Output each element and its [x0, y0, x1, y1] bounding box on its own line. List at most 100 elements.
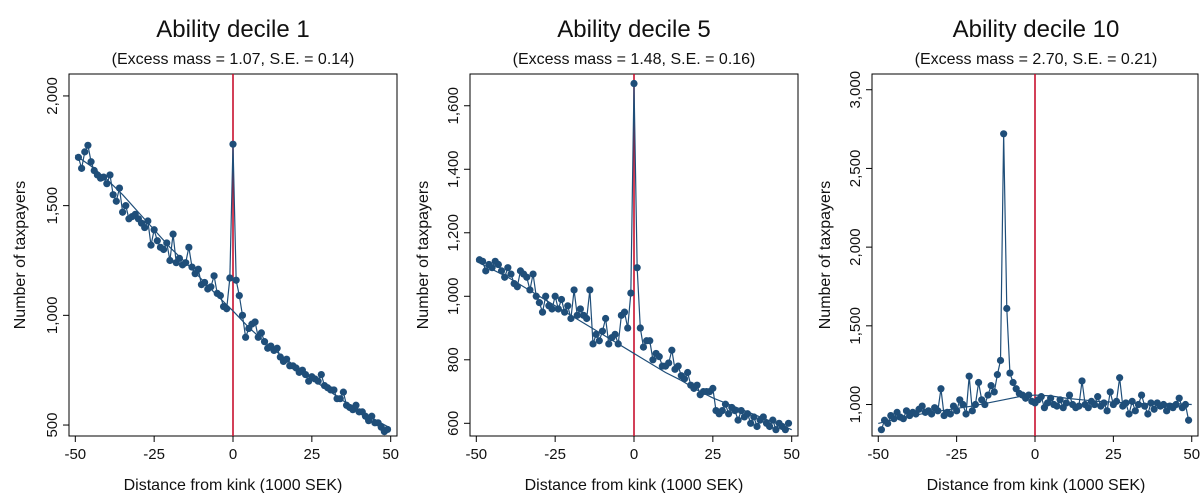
data-point-3 — [1065, 391, 1074, 399]
data-point-2 — [602, 314, 610, 323]
data-point-3 — [1184, 416, 1193, 424]
y-tick-label-2: 600 — [445, 411, 462, 436]
data-point-2 — [759, 413, 767, 421]
data-point-3 — [1009, 378, 1017, 387]
x-tick-label-1: 25 — [304, 446, 321, 463]
y-tick-label-2: 1,200 — [445, 214, 462, 252]
data-point-2 — [718, 406, 726, 415]
data-point-2 — [523, 273, 531, 281]
data-point-1 — [223, 305, 231, 313]
data-point-3 — [987, 382, 995, 390]
chart-title-3: Ability decile 10 — [953, 16, 1120, 43]
data-point-2 — [747, 419, 755, 427]
data-point-1 — [141, 223, 149, 232]
data-point-3 — [937, 385, 945, 393]
data-point-3 — [934, 407, 942, 415]
chart-panel-1: Ability decile 1 (Excess mass = 1.07, S.… — [12, 16, 399, 493]
x-tick-label-2: -25 — [544, 446, 566, 463]
data-point-2 — [551, 292, 559, 300]
data-point-1 — [314, 377, 322, 385]
data-point-2 — [548, 305, 556, 313]
data-point-1 — [163, 239, 171, 247]
data-point-2 — [589, 340, 597, 348]
data-point-1 — [201, 278, 209, 287]
data-point-1 — [368, 412, 376, 420]
data-point-3 — [984, 391, 992, 399]
y-tick-label-1: 1,500 — [44, 187, 61, 225]
data-point-2 — [573, 311, 581, 319]
data-point-2 — [725, 410, 733, 418]
data-point-1 — [238, 311, 247, 319]
data-point-2 — [504, 264, 512, 272]
y-tick-label-2: 1,000 — [445, 278, 462, 316]
data-point-2 — [633, 264, 641, 272]
data-point-1 — [119, 208, 127, 216]
data-point-2 — [501, 273, 509, 281]
data-point-3 — [890, 415, 898, 423]
data-point-2 — [737, 406, 745, 415]
y-axis-label-3: Number of taxpayers — [817, 181, 834, 330]
data-point-3 — [1122, 399, 1130, 407]
y-axis-label-2: Number of taxpayers — [415, 181, 432, 330]
data-point-3 — [899, 415, 907, 423]
data-point-1 — [150, 226, 158, 234]
data-point-1 — [169, 230, 177, 238]
data-point-2 — [598, 327, 607, 335]
x-tick-label-3: -50 — [867, 446, 889, 463]
x-tick-label-1: 50 — [382, 446, 399, 463]
data-point-3 — [981, 400, 989, 409]
data-point-1 — [330, 386, 338, 394]
data-point-1 — [175, 254, 183, 262]
data-point-1 — [383, 425, 392, 434]
data-point-1 — [251, 318, 259, 326]
data-point-3 — [1075, 402, 1083, 410]
chart-subtitle-1: (Excess mass = 1.07, S.E. = 0.14) — [112, 51, 355, 68]
data-point-1 — [242, 333, 250, 341]
data-point-3 — [1175, 394, 1183, 402]
chart-panel-2: Ability decile 5 (Excess mass = 1.48, S.… — [415, 16, 800, 493]
data-point-1 — [147, 241, 155, 249]
data-point-1 — [182, 259, 190, 267]
data-point-1 — [112, 197, 120, 205]
data-point-3 — [993, 371, 1001, 379]
data-point-3 — [1144, 410, 1152, 418]
data-point-3 — [946, 410, 954, 418]
data-point-3 — [953, 407, 961, 415]
data-point-3 — [1141, 402, 1149, 410]
data-point-2 — [734, 416, 742, 424]
data-point-1 — [153, 237, 161, 245]
data-point-2 — [684, 368, 692, 377]
data-point-2 — [564, 302, 572, 310]
data-point-2 — [627, 289, 635, 297]
y-tick-label-2: 1,400 — [445, 150, 462, 188]
data-point-1 — [160, 245, 168, 254]
data-point-1 — [317, 370, 325, 379]
data-point-3 — [1128, 397, 1136, 405]
data-point-1 — [210, 272, 218, 280]
data-point-2 — [557, 295, 566, 304]
data-point-3 — [971, 400, 980, 409]
data-point-3 — [1147, 399, 1155, 407]
y-tick-label-1: 1,000 — [44, 297, 61, 335]
data-point-3 — [1090, 400, 1099, 409]
data-point-1 — [100, 173, 108, 181]
data-point-1 — [336, 395, 344, 403]
data-point-2 — [693, 381, 701, 389]
chart-title-2: Ability decile 5 — [557, 16, 710, 43]
data-point-3 — [927, 410, 936, 418]
data-point-2 — [655, 353, 663, 361]
y-tick-label-3: 2,000 — [847, 228, 864, 266]
chart-subtitle-3: (Excess mass = 2.70, S.E. = 0.21) — [915, 51, 1158, 68]
data-point-1 — [301, 370, 310, 379]
data-point-2 — [542, 292, 550, 300]
data-point-2 — [721, 400, 730, 408]
data-point-1 — [115, 184, 124, 192]
data-point-3 — [968, 407, 976, 415]
data-point-3 — [1056, 396, 1064, 404]
data-point-1 — [185, 243, 193, 251]
data-point-2 — [497, 267, 506, 275]
data-point-2 — [592, 330, 600, 338]
data-point-3 — [1078, 377, 1086, 385]
x-axis-label-3: Distance from kink (1000 SEK) — [927, 477, 1146, 493]
